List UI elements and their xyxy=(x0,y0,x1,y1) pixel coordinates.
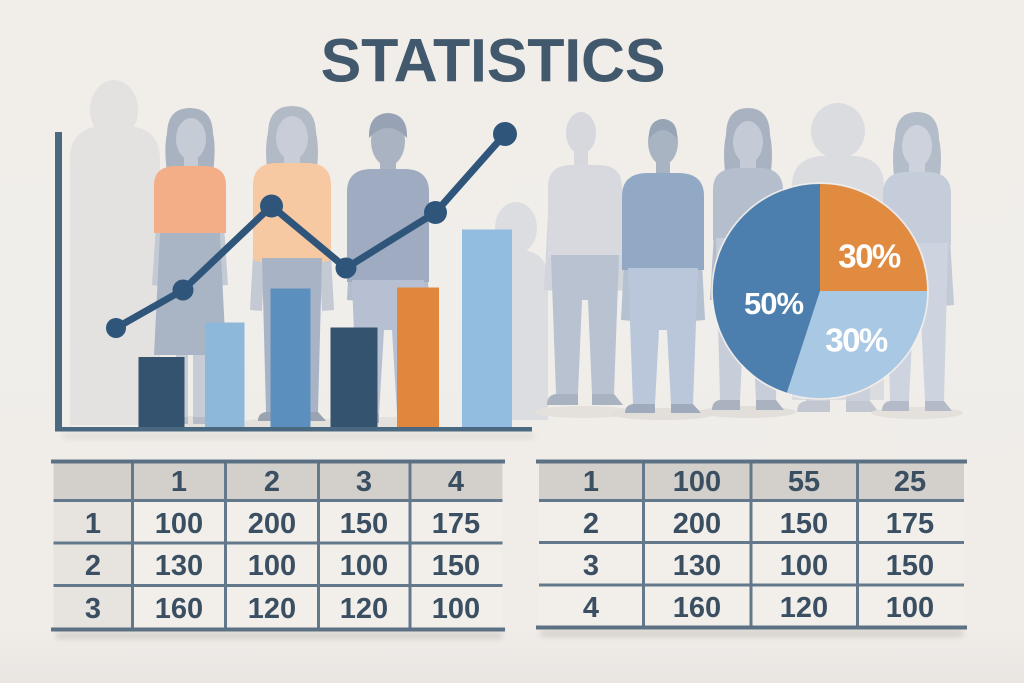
svg-text:3: 3 xyxy=(356,466,372,498)
svg-text:30%: 30% xyxy=(825,322,888,359)
svg-text:100: 100 xyxy=(780,550,828,582)
svg-text:2: 2 xyxy=(85,550,101,582)
svg-text:4: 4 xyxy=(583,592,599,624)
svg-text:3: 3 xyxy=(85,593,101,625)
svg-text:160: 160 xyxy=(673,592,721,624)
svg-text:100: 100 xyxy=(886,592,934,624)
svg-text:25: 25 xyxy=(894,466,926,498)
svg-text:STATISTICS: STATISTICS xyxy=(321,27,666,95)
svg-text:130: 130 xyxy=(673,550,721,582)
svg-text:150: 150 xyxy=(886,550,934,582)
svg-text:100: 100 xyxy=(673,466,721,498)
svg-text:100: 100 xyxy=(340,550,388,582)
svg-text:55: 55 xyxy=(788,466,820,498)
svg-text:3: 3 xyxy=(583,550,599,582)
svg-text:150: 150 xyxy=(780,508,828,540)
svg-text:200: 200 xyxy=(248,508,296,540)
svg-text:4: 4 xyxy=(448,466,464,498)
svg-text:2: 2 xyxy=(264,466,280,498)
svg-text:175: 175 xyxy=(886,508,934,540)
svg-text:200: 200 xyxy=(673,508,721,540)
svg-text:175: 175 xyxy=(432,508,480,540)
svg-text:120: 120 xyxy=(340,593,388,625)
svg-text:150: 150 xyxy=(432,550,480,582)
svg-text:100: 100 xyxy=(432,593,480,625)
svg-text:100: 100 xyxy=(155,508,203,540)
svg-text:120: 120 xyxy=(248,593,296,625)
svg-text:1: 1 xyxy=(171,466,187,498)
svg-text:50%: 50% xyxy=(744,286,803,321)
svg-text:130: 130 xyxy=(155,550,203,582)
svg-text:1: 1 xyxy=(85,508,101,540)
svg-text:150: 150 xyxy=(340,508,388,540)
svg-text:30%: 30% xyxy=(838,238,901,275)
svg-text:100: 100 xyxy=(248,550,296,582)
svg-text:160: 160 xyxy=(155,593,203,625)
svg-text:120: 120 xyxy=(780,592,828,624)
svg-text:2: 2 xyxy=(583,508,599,540)
svg-text:1: 1 xyxy=(583,466,599,498)
